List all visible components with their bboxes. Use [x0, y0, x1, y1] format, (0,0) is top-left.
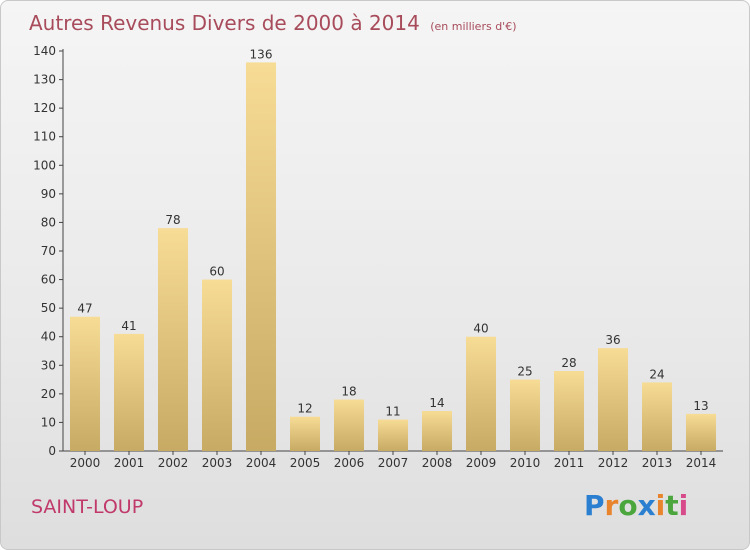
value-label-2013: 24: [649, 367, 664, 381]
x-tick-label: 2009: [466, 456, 497, 470]
x-tick-label: 2013: [642, 456, 673, 470]
bar-2011: [554, 371, 584, 451]
y-tick-label: 10: [41, 415, 56, 429]
value-label-2012: 36: [605, 333, 620, 347]
value-label-2006: 18: [341, 385, 356, 399]
y-tick-label: 80: [41, 215, 56, 229]
y-tick-label: 40: [41, 330, 56, 344]
bar-2009: [466, 336, 496, 451]
value-label-2003: 60: [209, 265, 224, 279]
y-tick-label: 20: [41, 387, 56, 401]
bar-2012: [598, 348, 628, 451]
x-tick-label: 2004: [246, 456, 277, 470]
y-tick-label: 90: [41, 187, 56, 201]
bar-2013: [642, 382, 672, 451]
x-tick-label: 2012: [598, 456, 629, 470]
bar-2010: [510, 379, 540, 451]
bar-2003: [202, 279, 232, 451]
value-label-2009: 40: [473, 322, 488, 336]
bar-2006: [334, 399, 364, 451]
bar-2000: [70, 316, 100, 451]
bar-2005: [290, 416, 320, 451]
x-tick-label: 2006: [334, 456, 365, 470]
value-label-2007: 11: [385, 405, 400, 419]
y-tick-label: 60: [41, 273, 56, 287]
chart-bars: [70, 62, 716, 452]
y-tick-label: 0: [48, 444, 56, 458]
bar-2001: [114, 333, 144, 451]
chart-axes: 0 10 20 30 40 50 60 70 80 90 100 110 120 130 140 2000 20…: [33, 44, 723, 470]
bar-2008: [422, 411, 452, 451]
chart-value-labels: 47 41 78 60 136 12 18 11 14 40 25 28 36 24 13: [77, 47, 708, 418]
x-tick-label: 2007: [378, 456, 409, 470]
chart-unit: (en milliers d'€): [430, 20, 517, 33]
proxiti-logo[interactable]: Proxiti: [584, 489, 689, 522]
chart-title: Autres Revenus Divers de 2000 à 2014 (en…: [29, 11, 517, 35]
value-label-2004: 136: [250, 47, 273, 61]
bar-2004: [246, 62, 276, 452]
y-tick-label: 100: [33, 158, 56, 172]
value-label-2010: 25: [517, 365, 532, 379]
y-tick-label: 120: [33, 101, 56, 115]
bar-2014: [686, 413, 716, 451]
y-tick-label: 140: [33, 44, 56, 58]
y-tick-label: 30: [41, 358, 56, 372]
x-tick-label: 2005: [290, 456, 321, 470]
x-tick-label: 2008: [422, 456, 453, 470]
x-tick-label: 2014: [686, 456, 717, 470]
value-label-2014: 13: [693, 399, 708, 413]
y-tick-label: 130: [33, 73, 56, 87]
x-tick-label: 2000: [70, 456, 101, 470]
bar-2007: [378, 419, 408, 451]
x-tick-label: 2001: [114, 456, 145, 470]
chart-title-text: Autres Revenus Divers de 2000 à 2014: [29, 11, 420, 35]
x-tick-label: 2011: [554, 456, 585, 470]
y-tick-label: 50: [41, 301, 56, 315]
value-label-2005: 12: [297, 402, 312, 416]
value-label-2002: 78: [165, 213, 180, 227]
x-tick-label: 2010: [510, 456, 541, 470]
value-label-2011: 28: [561, 356, 576, 370]
value-label-2000: 47: [77, 302, 92, 316]
x-tick-label: 2002: [158, 456, 189, 470]
bar-2002: [158, 228, 188, 451]
value-label-2008: 14: [429, 396, 444, 410]
x-tick-label: 2003: [202, 456, 233, 470]
place-name: SAINT-LOUP: [31, 496, 144, 518]
y-tick-label: 70: [41, 244, 56, 258]
y-tick-label: 110: [33, 130, 56, 144]
value-label-2001: 41: [121, 319, 136, 333]
